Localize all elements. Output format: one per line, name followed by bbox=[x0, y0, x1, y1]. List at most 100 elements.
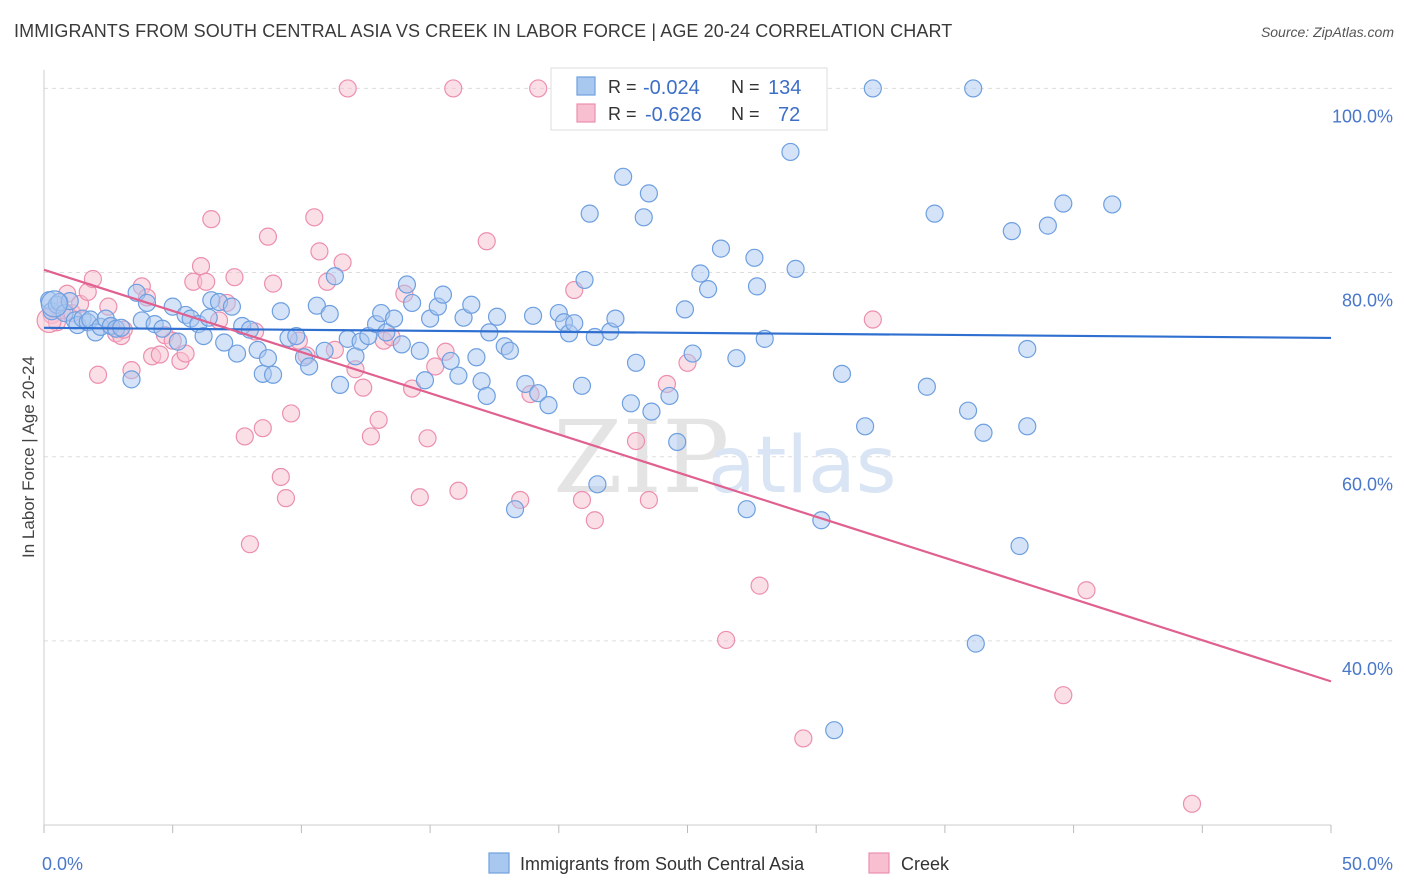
south-central-asia-point bbox=[330, 375, 350, 394]
south-central-asia-point bbox=[917, 377, 936, 396]
creek-point bbox=[197, 272, 216, 291]
creek-point bbox=[271, 467, 290, 487]
creek-point bbox=[150, 345, 169, 364]
creek-point bbox=[333, 253, 352, 272]
creek-point bbox=[585, 511, 604, 530]
creek-point bbox=[263, 274, 283, 293]
south-central-asia-point bbox=[1010, 536, 1029, 556]
legend-r-value-blue: -0.024 bbox=[643, 77, 700, 99]
south-central-asia-point bbox=[580, 204, 599, 223]
legend-swatch-blue bbox=[576, 76, 596, 96]
axes bbox=[43, 70, 1332, 833]
south-central-asia-point bbox=[194, 326, 213, 346]
south-central-asia-point bbox=[227, 344, 247, 363]
south-central-asia-point bbox=[565, 314, 584, 333]
south-central-asia-point bbox=[737, 500, 756, 519]
creek-point bbox=[369, 410, 388, 429]
creek-point bbox=[639, 490, 658, 510]
south-central-asia-point bbox=[449, 366, 468, 385]
south-central-asia-point bbox=[1018, 417, 1037, 436]
south-central-asia-point bbox=[958, 401, 978, 420]
south-central-asia-point bbox=[402, 293, 422, 313]
south-central-asia-point bbox=[606, 309, 625, 328]
south-central-asia-point bbox=[40, 290, 68, 318]
legend-n-label-blue: N = bbox=[731, 77, 760, 97]
creek-point bbox=[225, 268, 244, 287]
legend-r-value-pink: -0.626 bbox=[645, 104, 702, 126]
south-central-asia-point bbox=[377, 323, 396, 342]
south-central-asia-point bbox=[467, 348, 486, 367]
y-tick-label: 60.0% bbox=[1342, 475, 1393, 495]
south-central-asia-point bbox=[711, 239, 731, 258]
correlation-legend: R = -0.024 N = 134 R = -0.626 N = 72 bbox=[550, 67, 828, 131]
creek-point bbox=[354, 378, 373, 397]
south-central-asia-point bbox=[639, 184, 658, 203]
south-central-asia-point bbox=[300, 357, 319, 376]
creek-point bbox=[1077, 581, 1096, 600]
creek-point bbox=[1054, 686, 1073, 705]
south-central-asia-point bbox=[384, 309, 404, 328]
legend-box bbox=[550, 67, 828, 131]
south-central-asia-point bbox=[727, 349, 746, 368]
series-legend: Immigrants from South Central Asia Creek bbox=[488, 852, 950, 874]
creek-point bbox=[253, 419, 272, 438]
creek-point bbox=[572, 490, 592, 510]
south-central-asia-point bbox=[523, 306, 543, 325]
south-central-asia-point bbox=[397, 275, 417, 294]
south-central-asia-point bbox=[786, 259, 805, 278]
south-central-asia-point bbox=[863, 79, 882, 98]
chart-title: IMMIGRANTS FROM SOUTH CENTRAL ASIA VS CR… bbox=[14, 21, 953, 41]
y-tick-label: 100.0% bbox=[1332, 106, 1393, 126]
south-central-asia-point bbox=[634, 208, 653, 227]
south-central-asia-point bbox=[1018, 339, 1037, 359]
south-central-asia-point bbox=[215, 333, 234, 352]
south-central-asia-point bbox=[415, 371, 435, 390]
south-central-asia-point bbox=[1002, 222, 1021, 241]
south-central-asia-point bbox=[745, 248, 764, 267]
legend-swatch-pink bbox=[576, 103, 596, 123]
creek-point bbox=[235, 427, 254, 446]
south-central-asia-point bbox=[500, 341, 519, 360]
south-central-asia-point bbox=[614, 167, 633, 186]
south-central-asia-point bbox=[825, 721, 844, 740]
south-central-asia-point bbox=[668, 432, 687, 452]
trend-lines bbox=[43, 268, 1332, 683]
legend-r-label-blue: R = bbox=[608, 77, 637, 97]
south-central-asia-point bbox=[691, 264, 710, 283]
south-central-asia-point bbox=[271, 302, 290, 321]
tick-labels: 100.0% 80.0% 60.0% 40.0% 0.0% 50.0% bbox=[42, 106, 1393, 874]
south-central-asia-point bbox=[462, 295, 481, 314]
south-central-asia-point bbox=[832, 364, 852, 383]
bottom-legend-label-blue: Immigrants from South Central Asia bbox=[520, 854, 805, 874]
south-central-asia-point bbox=[529, 384, 548, 403]
creek-point bbox=[191, 257, 211, 276]
creek-point bbox=[750, 576, 769, 595]
south-central-asia-point bbox=[392, 335, 411, 354]
south-central-asia-point bbox=[325, 267, 344, 286]
south-central-asia-point bbox=[856, 417, 875, 436]
south-central-asia-point bbox=[163, 297, 182, 316]
y-axis-label: In Labor Force | Age 20-24 bbox=[19, 356, 38, 558]
south-central-asia-point bbox=[258, 349, 278, 368]
creek-point bbox=[88, 365, 108, 384]
south-central-asia-point bbox=[925, 204, 944, 223]
south-central-asia-point bbox=[588, 475, 607, 494]
creek-point bbox=[202, 210, 221, 229]
legend-n-value-pink: 72 bbox=[778, 104, 800, 126]
creek-point bbox=[258, 227, 278, 246]
creek-point bbox=[361, 427, 380, 446]
south-central-asia-point bbox=[539, 396, 558, 415]
watermark-atlas: atlas bbox=[708, 421, 897, 511]
south-central-asia-point bbox=[487, 307, 507, 326]
south-central-asia-point bbox=[747, 277, 767, 296]
south-central-asia-point bbox=[966, 634, 985, 653]
south-central-asia-point bbox=[263, 365, 283, 384]
gridlines bbox=[44, 87, 1395, 642]
x-tick-label: 50.0% bbox=[1342, 854, 1393, 874]
south-central-asia-point bbox=[683, 344, 702, 363]
south-central-asia-point bbox=[477, 386, 496, 406]
south-central-asia-point bbox=[698, 280, 718, 299]
legend-n-label-pink: N = bbox=[731, 104, 760, 124]
south-central-asia-point bbox=[168, 332, 187, 351]
